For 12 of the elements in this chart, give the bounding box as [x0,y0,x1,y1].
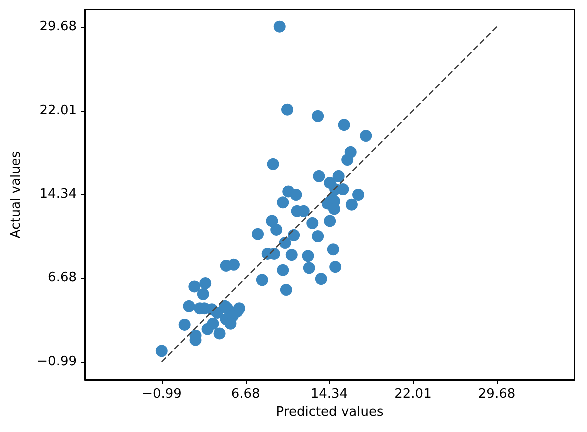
x-axis-title: Predicted values [276,404,384,420]
y-tick-label: 6.68 [48,270,77,286]
y-tick-label: −0.99 [37,354,77,370]
x-tick-label: 29.68 [478,387,516,402]
x-tick-label: 6.68 [231,387,260,402]
y-tick-label: 14.34 [40,187,77,202]
y-tick-label: 29.68 [40,20,77,35]
x-tick-label: −0.99 [142,387,182,402]
x-tick-label: 22.01 [394,387,432,402]
y-tick-label: 22.01 [40,103,77,118]
y-axis-title: Actual values [9,151,24,239]
x-tick-label: 14.34 [310,387,348,402]
